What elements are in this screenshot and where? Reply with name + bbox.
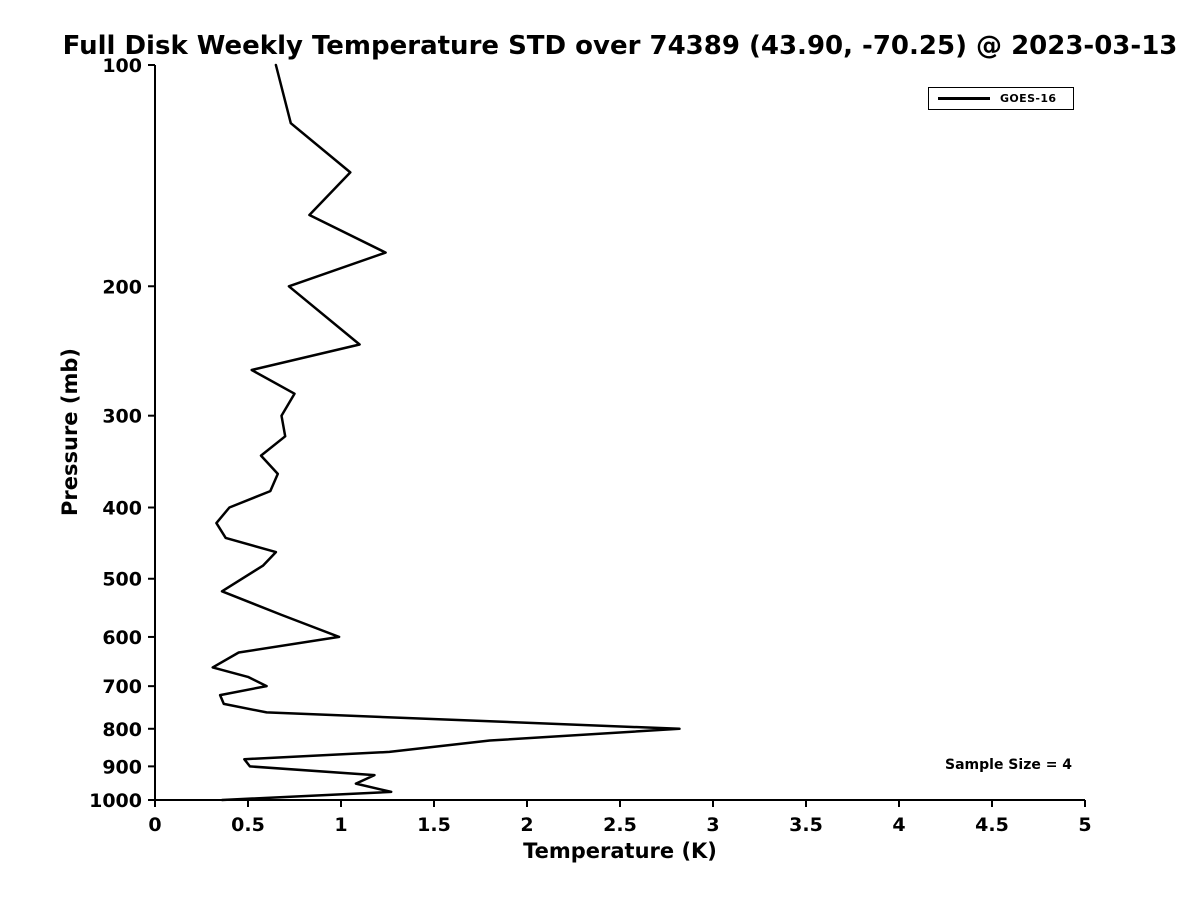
y-tick-label: 400 <box>102 498 142 520</box>
sample-size-annotation: Sample Size = 4 <box>945 757 1073 773</box>
chart-title: Full Disk Weekly Temperature STD over 74… <box>62 31 1178 61</box>
axis-spines <box>154 65 1085 801</box>
legend-line-sample <box>938 97 990 100</box>
y-tick-label: 200 <box>102 276 142 298</box>
y-tick-label: 800 <box>102 719 142 741</box>
y-tick-label: 300 <box>102 406 142 428</box>
y-tick-label: 600 <box>102 627 142 649</box>
legend-label-goes16: GOES-16 <box>1000 92 1057 105</box>
x-tick-label: 0 <box>148 814 161 836</box>
x-tick-label: 1.5 <box>417 814 451 836</box>
y-tick-label: 1000 <box>89 790 142 812</box>
x-tick-label: 4 <box>892 814 905 836</box>
y-axis-label: Pressure (mb) <box>58 348 82 516</box>
x-tick-label: 2.5 <box>603 814 637 836</box>
y-tick-label: 700 <box>102 676 142 698</box>
legend: GOES-16 <box>928 87 1074 110</box>
x-tick-label: 1 <box>334 814 347 836</box>
goes16-series-line <box>211 63 681 802</box>
x-axis-label: Temperature (K) <box>523 839 717 863</box>
x-tick-label: 3 <box>706 814 719 836</box>
x-tick-label: 0.5 <box>231 814 265 836</box>
y-tick-label: 900 <box>102 756 142 778</box>
y-tick-label: 100 <box>102 55 142 77</box>
x-tick-label: 5 <box>1078 814 1091 836</box>
x-tick-label: 4.5 <box>975 814 1009 836</box>
y-tick-label: 500 <box>102 569 142 591</box>
x-tick-label: 3.5 <box>789 814 823 836</box>
x-tick-label: 2 <box>520 814 533 836</box>
